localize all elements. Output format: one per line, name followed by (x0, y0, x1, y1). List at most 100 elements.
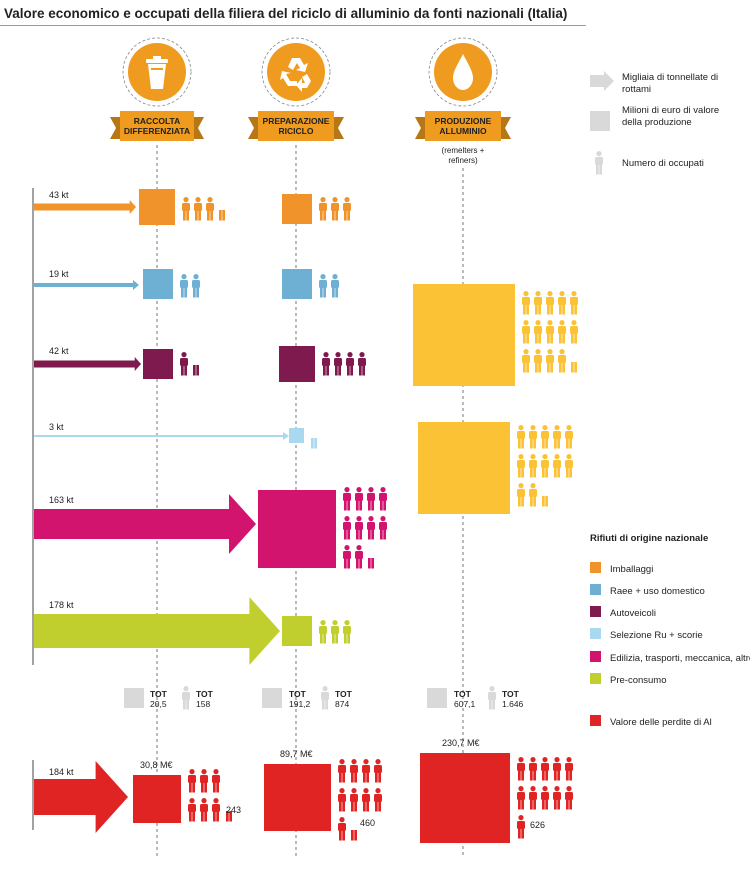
jobs-preparazione-edilizia-person (367, 516, 375, 540)
total-jobs-key-icon-3 (488, 686, 496, 710)
jobs-produzione-upper-person (534, 291, 542, 315)
jobs-preparazione-edilizia-person (367, 487, 375, 511)
jobs-produzione-upper-person (558, 291, 566, 315)
jobs-losses-produzione-person (541, 757, 549, 781)
jobs-losses-preparazione-person (338, 759, 346, 783)
kt-label-autoveicoli: 42 kt (49, 346, 69, 356)
flow-arrow-raee (34, 280, 139, 290)
drop-icon (453, 54, 473, 90)
stage-2-banner (248, 111, 344, 141)
value-square-preparazione-edilizia (258, 490, 336, 568)
value-square-preparazione-selezione (289, 428, 304, 443)
jobs-preparazione-edilizia-person (355, 516, 363, 540)
title-divider (0, 25, 586, 26)
kt-label-imballaggi: 43 kt (49, 190, 69, 200)
legend-label-raee: Raee + uso domestico (610, 586, 705, 597)
jobs-preparazione-imballaggi-person (343, 197, 351, 221)
kt-label-selezione: 3 kt (49, 422, 64, 432)
value-square-preparazione-autoveicoli (279, 346, 315, 382)
jobs-produzione-lower-partial-person (542, 496, 548, 507)
legend-swatch-losses (590, 715, 601, 726)
jobs-losses-produzione-person (529, 786, 537, 810)
value-square-produzione-upper (413, 284, 515, 386)
total-jobs-key-icon-1 (182, 686, 190, 710)
legend-label-pre-consumo: Pre-consumo (610, 675, 667, 686)
jobs-preparazione-pre-consumo-person (319, 620, 327, 644)
jobs-losses-preparazione-person (338, 788, 346, 812)
jobs-losses-produzione-person (565, 786, 573, 810)
jobs-losses-produzione-person (529, 757, 537, 781)
stage-3-note: (remelters + refiners) (441, 146, 485, 165)
stage-1-label: RACCOLTA DIFFERENZIATA (123, 116, 191, 136)
jobs-preparazione-edilizia-person (343, 545, 351, 569)
jobs-produzione-lower-person (529, 483, 537, 507)
stage-1-banner (110, 111, 204, 141)
jobs-preparazione-edilizia-person (355, 487, 363, 511)
jobs-produzione-upper-person (522, 349, 530, 373)
value-key-label: Milioni di euro di valore della produzio… (622, 105, 720, 128)
loss-value-1: 30,8 M€ (140, 760, 173, 770)
jobs-produzione-upper-person (558, 320, 566, 344)
jobs-raccolta-raee-person (192, 274, 200, 298)
losses-arrow (34, 761, 128, 833)
jobs-losses-produzione-person (553, 786, 561, 810)
jobs-produzione-upper-person (534, 349, 542, 373)
tonnes-key-label: Migliaia di tonnellate di rottami (622, 72, 719, 95)
jobs-produzione-lower-person (565, 454, 573, 478)
loss-square-preparazione (264, 764, 331, 831)
jobs-preparazione-edilizia-person (379, 516, 387, 540)
jobs-produzione-upper-person (546, 291, 554, 315)
jobs-losses-raccolta-person (188, 798, 196, 822)
flow-arrow-pre-consumo (34, 597, 280, 665)
loss-jobs-1: 243 (226, 805, 242, 815)
categories-legend-title: Rifiuti di origine nazionale (590, 533, 709, 544)
total-value-key-icon-2 (262, 688, 282, 708)
jobs-losses-preparazione-person (350, 759, 358, 783)
jobs-produzione-upper-partial-person (571, 362, 577, 373)
jobs-losses-preparazione-person (338, 817, 346, 841)
jobs-losses-preparazione-person (362, 759, 370, 783)
value-square-raccolta-autoveicoli (143, 349, 173, 379)
jobs-produzione-upper-person (570, 291, 578, 315)
jobs-preparazione-autoveicoli-person (346, 352, 354, 376)
legend-swatch-6 (590, 673, 601, 684)
jobs-raccolta-imballaggi-person (194, 197, 202, 221)
kt-label-edilizia: 163 kt (49, 495, 74, 505)
jobs-preparazione-raee-person (319, 274, 327, 298)
jobs-produzione-upper-person (546, 349, 554, 373)
total-value-key-icon-1 (124, 688, 144, 708)
jobs-losses-produzione-person (541, 786, 549, 810)
jobs-produzione-upper-person (522, 320, 530, 344)
jobs-losses-preparazione-person (350, 788, 358, 812)
trash-bin-icon (146, 56, 168, 89)
jobs-raccolta-autoveicoli-person (180, 352, 188, 376)
jobs-preparazione-pre-consumo-person (343, 620, 351, 644)
jobs-produzione-lower-person (553, 425, 561, 449)
tonnes-arrow-key-icon (590, 71, 614, 91)
legend-label-selezione: Selezione Ru + scorie (610, 630, 703, 641)
jobs-raccolta-autoveicoli-partial-person (193, 365, 199, 376)
legend-label-autoveicoli: Autoveicoli (610, 608, 656, 619)
jobs-losses-produzione-person (553, 757, 561, 781)
jobs-produzione-lower-person (529, 425, 537, 449)
jobs-losses-preparazione-person (362, 788, 370, 812)
total-value-key-icon-3 (427, 688, 447, 708)
kt-label-losses: 184 kt (49, 767, 74, 777)
stage-2-icon-badge (261, 37, 331, 107)
jobs-produzione-lower-person (529, 454, 537, 478)
jobs-produzione-lower-person (517, 483, 525, 507)
jobs-preparazione-autoveicoli-person (358, 352, 366, 376)
jobs-preparazione-raee-person (331, 274, 339, 298)
jobs-produzione-upper-person (570, 320, 578, 344)
kt-label-pre-consumo: 178 kt (49, 600, 74, 610)
jobs-losses-produzione-person (517, 815, 525, 839)
stage-2-label: PREPARAZIONE RICICLO (262, 116, 330, 136)
flow-arrow-edilizia (34, 494, 256, 554)
total-jobs-key-icon-2 (321, 686, 329, 710)
loss-square-produzione (420, 753, 510, 843)
page-title: Valore economico e occupati della filier… (4, 6, 568, 21)
jobs-produzione-lower-person (553, 454, 561, 478)
total-value-1: TOT 20,5 (150, 689, 167, 709)
jobs-losses-raccolta-person (188, 769, 196, 793)
value-square-produzione-lower (418, 422, 510, 514)
